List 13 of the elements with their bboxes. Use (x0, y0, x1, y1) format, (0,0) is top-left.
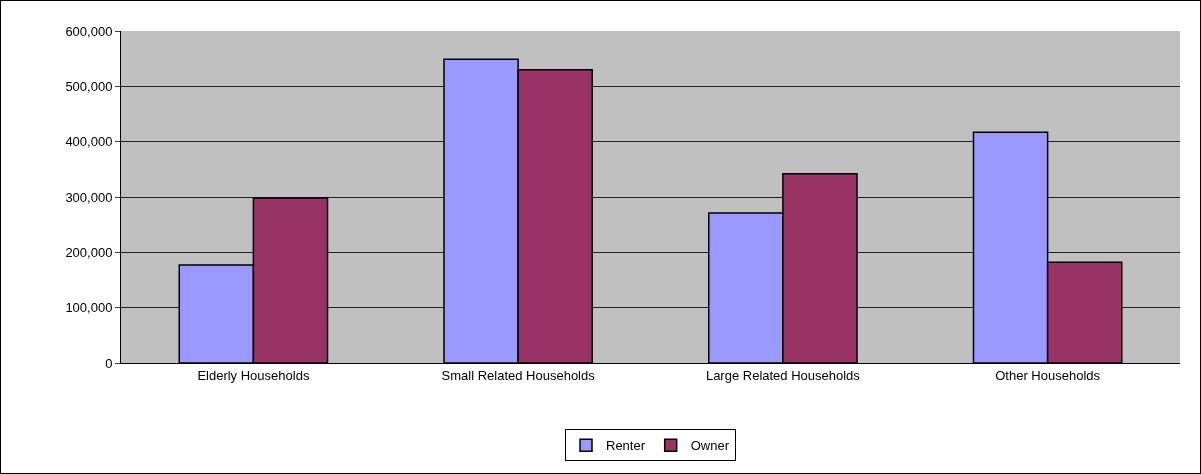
y-tick-label: 0 (105, 355, 113, 371)
x-tick-label: Elderly Households (197, 367, 310, 383)
x-tick-label: Large Related Households (705, 367, 861, 383)
y-tick-label: 600,000 (65, 23, 113, 39)
y-tick-label: 100,000 (65, 300, 113, 316)
y-tick-label: 300,000 (65, 189, 113, 205)
y-tick-label: 200,000 (65, 244, 113, 260)
legend-label: Owner (690, 438, 730, 454)
y-tick-label: 500,000 (65, 78, 113, 94)
x-tick-label: Other Households (995, 367, 1101, 383)
y-tick-label: 400,000 (65, 134, 113, 150)
legend-label: Renter (606, 438, 646, 454)
x-tick-label: Small Related Households (441, 367, 596, 383)
